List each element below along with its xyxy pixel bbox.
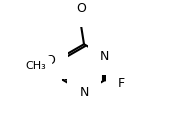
- Text: O: O: [45, 54, 55, 67]
- Text: CH₃: CH₃: [26, 61, 47, 71]
- Text: N: N: [79, 86, 89, 99]
- Text: N: N: [100, 50, 109, 63]
- Text: F: F: [118, 77, 125, 90]
- Text: O: O: [76, 2, 86, 15]
